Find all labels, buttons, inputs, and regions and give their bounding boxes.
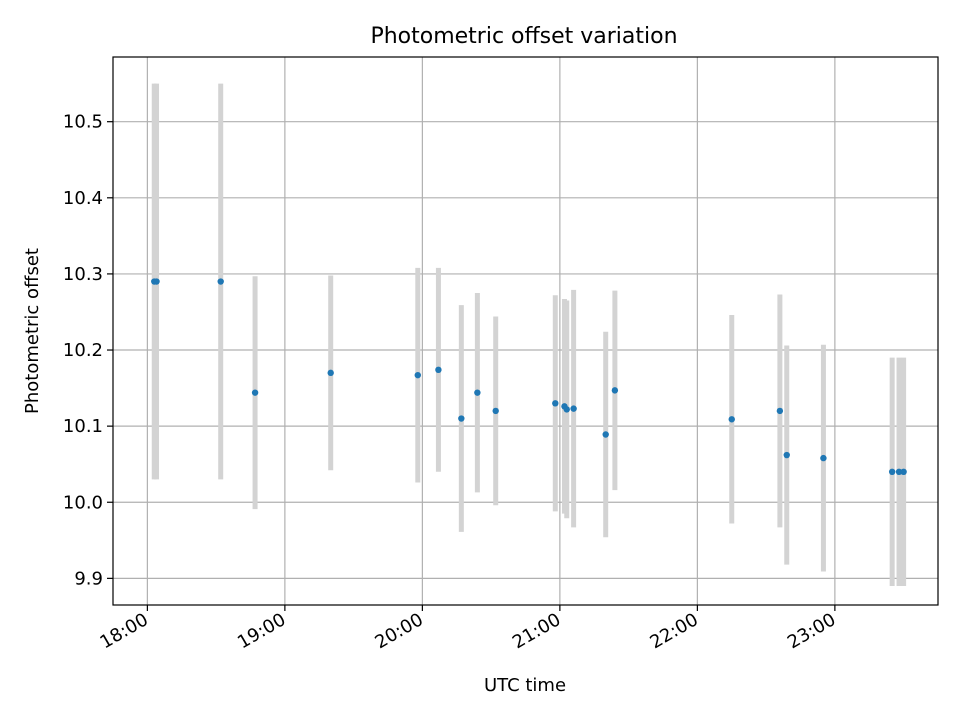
plot-frame (112, 56, 939, 606)
x-tick-label: 23:00 (784, 609, 839, 653)
y-axis-label: Photometric offset (22, 248, 43, 414)
grid (113, 57, 938, 605)
x-tick-label: 19:00 (234, 609, 289, 653)
data-point (435, 366, 442, 374)
y-tick-label: 10.5 (63, 112, 103, 133)
data-point (888, 468, 896, 476)
y-tick-label: 10.1 (63, 416, 103, 437)
data-point (327, 369, 334, 377)
y-tick-label: 10.4 (63, 188, 103, 209)
data-point (458, 415, 465, 422)
data-point (776, 407, 784, 415)
x-tick-label: 22:00 (646, 609, 701, 653)
y-tick-label: 10.3 (63, 264, 103, 285)
y-tick-label: 9.9 (74, 568, 103, 589)
data-point (563, 406, 570, 413)
data-point (602, 431, 609, 438)
data-point (492, 407, 499, 415)
data-point (820, 454, 827, 462)
data-point (251, 389, 259, 396)
data-point (153, 278, 160, 285)
x-axis-ticks: 18:00 19:00 20:00 21:00 22:00 23:00 (96, 605, 839, 653)
data-point (728, 416, 735, 423)
data-point (552, 400, 559, 407)
x-tick-label: 18:00 (96, 609, 151, 653)
data-point (900, 468, 907, 476)
error-bars (151, 83, 907, 586)
data-point (414, 371, 421, 379)
x-axis-label: UTC time (484, 675, 566, 696)
data-point (783, 451, 790, 459)
data-point (895, 468, 903, 476)
y-tick-label: 10.2 (63, 340, 103, 361)
x-tick-label: 20:00 (371, 609, 426, 653)
x-tick-label: 21:00 (509, 609, 564, 653)
data-point (611, 387, 619, 394)
y-axis-ticks: 9.9 10.0 10.1 10.2 10.3 10.4 10.5 (63, 112, 113, 589)
data-point (474, 389, 481, 396)
data-points (151, 278, 907, 476)
data-point (217, 278, 224, 285)
y-tick-label: 10.0 (63, 492, 103, 513)
data-point (570, 405, 577, 412)
chart-title: Photometric offset variation (370, 24, 677, 49)
